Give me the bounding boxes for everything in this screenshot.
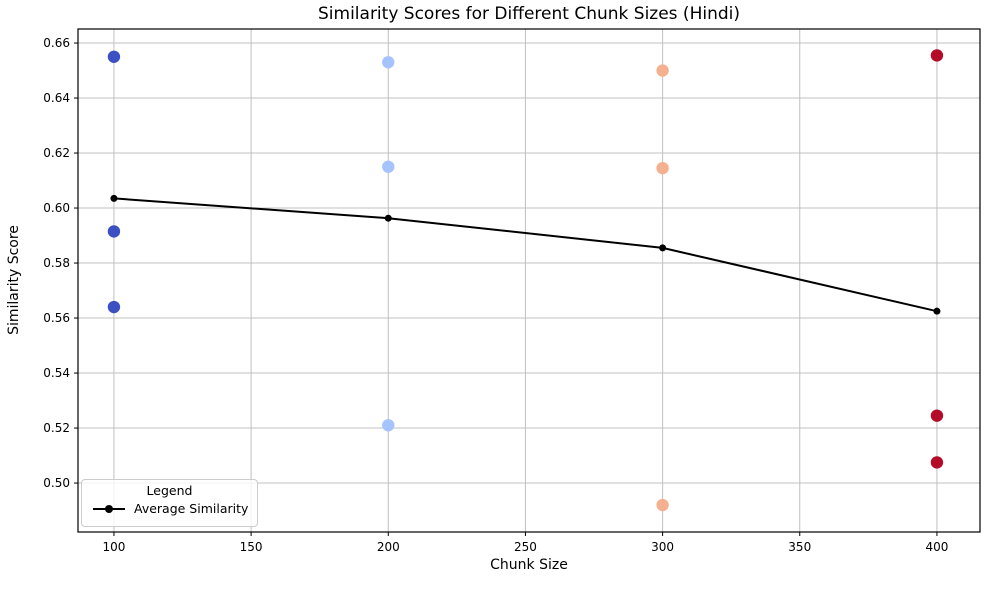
data-point-chunk-300 <box>656 161 669 175</box>
y-tick-label: 0.56 <box>43 311 70 325</box>
average-line <box>113 197 938 313</box>
data-point-chunk-400 <box>930 49 944 62</box>
y-axis-label: Similarity Score <box>6 225 22 335</box>
y-tick-label: 0.66 <box>43 36 70 50</box>
legend-entry: Average Similarity <box>88 501 251 516</box>
data-point-chunk-100 <box>107 225 121 238</box>
data-point-chunk-300 <box>656 64 669 77</box>
y-tick-label: 0.60 <box>43 201 70 215</box>
data-point-chunk-200 <box>382 56 395 69</box>
average-line-marker-icon <box>93 504 125 513</box>
data-point-chunk-100 <box>107 50 121 63</box>
data-point-chunk-200 <box>382 419 395 432</box>
x-tick-label: 150 <box>240 540 263 554</box>
average-point <box>110 194 118 202</box>
y-tick-label: 0.58 <box>43 256 70 270</box>
average-point <box>933 307 941 315</box>
data-point-chunk-100 <box>107 300 121 314</box>
x-tick-label: 300 <box>651 540 674 554</box>
data-point-chunk-400 <box>930 456 944 469</box>
legend: Legend Average Similarity <box>81 479 258 527</box>
y-tick-label: 0.52 <box>43 421 70 435</box>
plot-frame <box>77 28 981 533</box>
x-axis-label: Chunk Size <box>490 557 568 573</box>
x-tick-label: 250 <box>514 540 537 554</box>
x-tick-label: 200 <box>377 540 400 554</box>
y-tick-label: 0.50 <box>43 476 70 490</box>
average-point <box>659 244 667 252</box>
y-tick-label: 0.62 <box>43 146 70 160</box>
data-point-chunk-300 <box>656 498 669 512</box>
chart-title: Similarity Scores for Different Chunk Si… <box>318 4 740 24</box>
x-tick-label: 100 <box>102 540 125 554</box>
y-tick-label: 0.64 <box>43 91 70 105</box>
data-point-chunk-400 <box>930 409 944 422</box>
legend-entry-label: Average Similarity <box>134 501 249 516</box>
legend-title: Legend <box>146 483 193 498</box>
average-point <box>384 214 392 222</box>
data-point-chunk-200 <box>382 160 395 173</box>
x-tick-label: 350 <box>788 540 811 554</box>
y-tick-label: 0.54 <box>43 366 70 380</box>
x-tick-label: 400 <box>925 540 948 554</box>
